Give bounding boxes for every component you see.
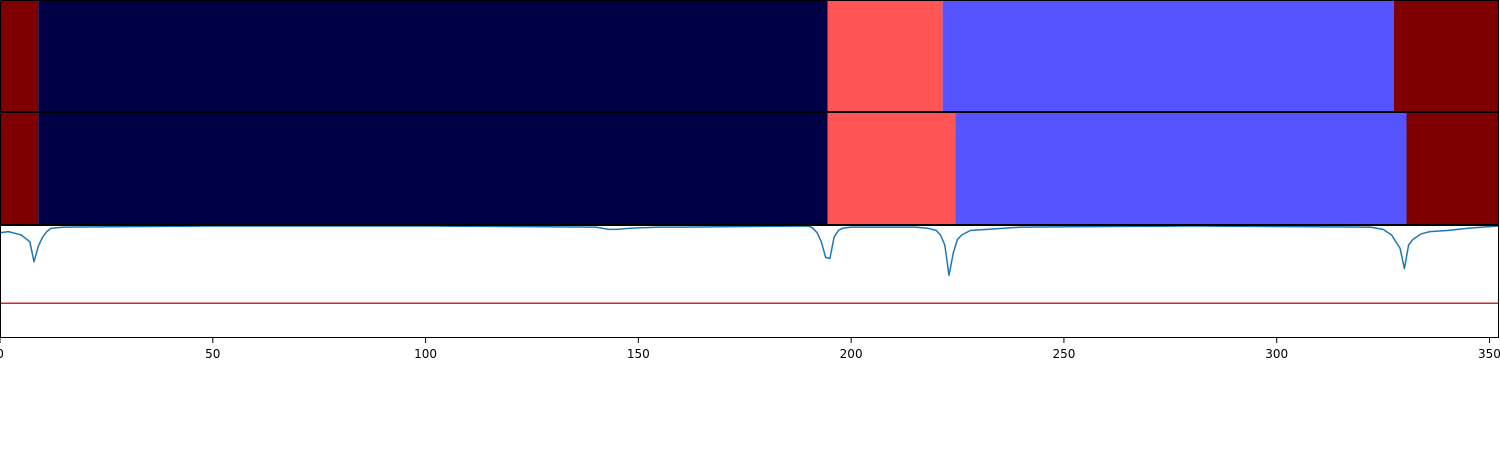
x-tick-label-100: 100 bbox=[414, 347, 437, 361]
heatmap-segment-0-3 bbox=[942, 1, 1394, 112]
x-tick-label-350: 350 bbox=[1478, 347, 1500, 361]
panel-frame-0 bbox=[0, 0, 1499, 112]
heatmap-panel-top bbox=[0, 0, 1499, 112]
heatmap-segment-0-1 bbox=[38, 1, 828, 112]
x-tick-label-250: 250 bbox=[1052, 347, 1075, 361]
heatmap-segment-1-4 bbox=[1406, 113, 1498, 225]
line-plot-panel bbox=[0, 225, 1499, 338]
heatmap-segment-1-2 bbox=[827, 113, 956, 225]
heatmap-segment-1-3 bbox=[955, 113, 1407, 225]
heatmap-segment-0-4 bbox=[1393, 1, 1498, 112]
panel-frame-1 bbox=[0, 112, 1499, 225]
heatmap-segment-0-0 bbox=[0, 1, 39, 112]
x-tick-label-200: 200 bbox=[840, 347, 863, 361]
heatmap-segment-0-2 bbox=[827, 1, 943, 112]
x-tick-label-0: 0 bbox=[0, 347, 4, 361]
heatmap-segment-1-0 bbox=[0, 113, 39, 225]
heatmap-panel-bottom bbox=[0, 112, 1499, 225]
x-tick-label-50: 50 bbox=[205, 347, 220, 361]
x-axis: 0 50 100 150 200 250 300 350 bbox=[0, 338, 1500, 361]
heatmap-segment-1-1 bbox=[38, 113, 828, 225]
series-line-0 bbox=[0, 225, 1499, 277]
x-tick-label-150: 150 bbox=[627, 347, 650, 361]
x-tick-label-300: 300 bbox=[1265, 347, 1288, 361]
panel-frame-2 bbox=[0, 225, 1499, 338]
